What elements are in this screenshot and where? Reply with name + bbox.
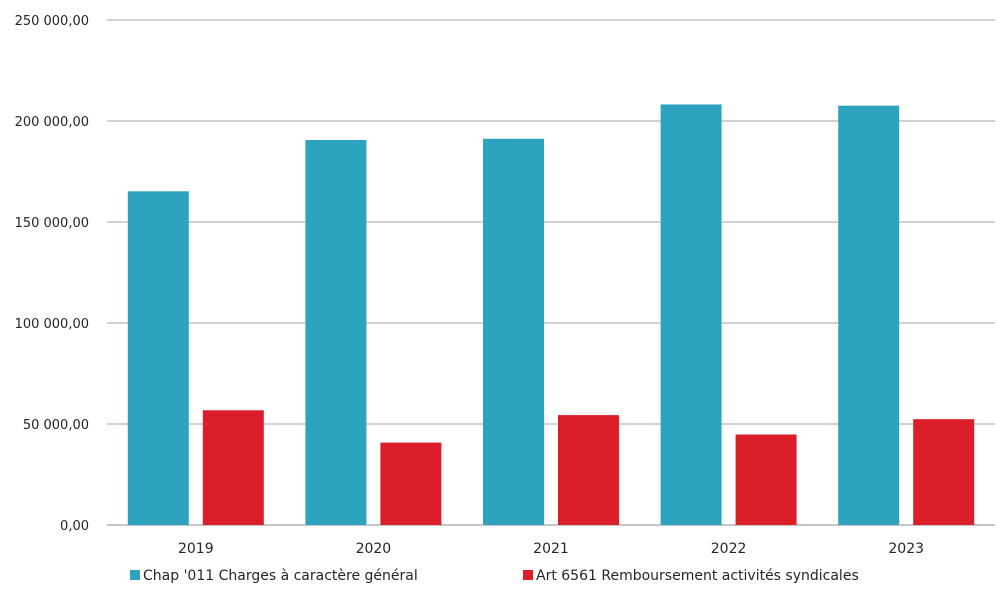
y-tick-label: 250 000,00	[15, 14, 89, 29]
bar-chap-011-2019	[127, 191, 189, 525]
bar-art-6561-2020	[380, 442, 442, 525]
legend-label: Chap '011 Charges à caractère général	[143, 568, 418, 584]
x-tick-label: 2021	[533, 541, 569, 557]
y-tick-label: 100 000,00	[15, 317, 89, 332]
y-tick-label: 150 000,00	[15, 216, 89, 231]
legend-label: Art 6561 Remboursement activités syndica…	[536, 568, 859, 584]
y-tick-label: 0,00	[60, 519, 89, 534]
bar-art-6561-2019	[202, 410, 264, 525]
x-tick-label: 2020	[356, 541, 392, 557]
x-tick-label: 2019	[178, 541, 214, 557]
x-tick-label: 2022	[711, 541, 747, 557]
bar-chap-011-2022	[660, 104, 722, 525]
y-tick-label: 200 000,00	[15, 115, 89, 130]
bar-chap-011-2023	[838, 105, 900, 525]
y-tick-label: 50 000,00	[23, 418, 89, 433]
x-tick-label: 2023	[888, 541, 924, 557]
legend-swatch	[523, 570, 533, 580]
legend-swatch	[130, 570, 140, 580]
bar-art-6561-2023	[913, 419, 975, 525]
y-axis-tick-labels: 0,00 50 000,00 100 000,00 150 000,00 200 000…	[15, 14, 89, 534]
bar-chap-011-2021	[483, 138, 544, 525]
x-axis-tick-labels: 2019 2020 2021 2022 2023	[178, 541, 924, 557]
bar-chap-011-2020	[305, 139, 367, 525]
bars	[127, 104, 975, 525]
bar-art-6561-2022	[735, 434, 797, 525]
legend: Chap '011 Charges à caractère général Art…	[130, 568, 859, 584]
bar-art-6561-2021	[558, 415, 619, 525]
